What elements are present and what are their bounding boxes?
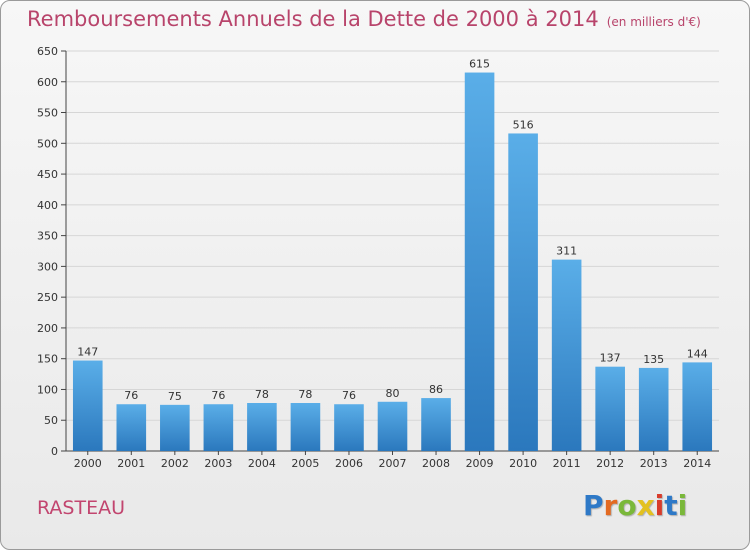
x-tick-label: 2006 xyxy=(335,457,363,470)
x-tick-label: 2010 xyxy=(509,457,537,470)
bar-value-label: 75 xyxy=(168,390,182,403)
logo-letter: i xyxy=(654,489,665,522)
bar xyxy=(290,403,321,451)
x-tick-label: 2008 xyxy=(422,457,450,470)
bar xyxy=(334,404,364,451)
y-tick-label: 350 xyxy=(37,230,58,243)
bar xyxy=(72,360,103,451)
bar-value-label: 76 xyxy=(211,389,225,402)
bar-value-label: 147 xyxy=(77,346,98,359)
logo-letter: o xyxy=(617,489,637,522)
y-tick-label: 50 xyxy=(44,414,58,427)
y-tick-label: 200 xyxy=(37,322,58,335)
y-tick-label: 550 xyxy=(37,107,58,120)
bar-value-label: 76 xyxy=(124,389,138,402)
chart-unit-label: (en milliers d'€) xyxy=(606,15,701,29)
x-tick-label: 2012 xyxy=(596,457,624,470)
y-tick-label: 300 xyxy=(37,260,58,273)
bar-value-label: 311 xyxy=(556,245,577,258)
bar-value-label: 80 xyxy=(386,387,400,400)
commune-name: RASTEAU xyxy=(37,497,126,519)
logo-letter: x xyxy=(636,489,655,522)
x-tick-label: 2011 xyxy=(553,457,581,470)
x-tick-label: 2003 xyxy=(204,457,232,470)
logo-letter: t xyxy=(664,489,678,522)
bar xyxy=(682,362,713,451)
bar-value-label: 516 xyxy=(513,118,534,131)
y-tick-label: 150 xyxy=(37,353,58,366)
bar-value-label: 137 xyxy=(600,352,621,365)
x-tick-label: 2005 xyxy=(291,457,319,470)
bar xyxy=(638,367,669,451)
bar-value-label: 78 xyxy=(298,388,312,401)
bars xyxy=(72,72,713,452)
bar-value-label: 135 xyxy=(643,353,664,366)
bar-value-label: 615 xyxy=(469,58,490,71)
bar xyxy=(508,133,538,451)
y-tick-label: 250 xyxy=(37,291,58,304)
bar xyxy=(551,259,582,451)
x-tick-label: 2007 xyxy=(379,457,407,470)
chart-title-text: Remboursements Annuels de la Dette de 20… xyxy=(27,7,599,31)
logo-letter: r xyxy=(603,489,618,522)
bar xyxy=(203,404,234,451)
y-tick-label: 0 xyxy=(51,445,58,458)
bar-value-label: 76 xyxy=(342,389,356,402)
bar-value-label: 86 xyxy=(429,383,443,396)
x-tick-label: 2009 xyxy=(466,457,494,470)
x-tick-label: 2002 xyxy=(161,457,189,470)
bar xyxy=(116,404,147,451)
logo-letter: i xyxy=(677,489,688,522)
x-tick-label: 2004 xyxy=(248,457,276,470)
proxiti-logo: Proxiti xyxy=(583,489,687,522)
y-tick-label: 600 xyxy=(37,76,58,89)
labels: 0 50 100 150 200 250 300 350 400 450 500 550 600 650 1… xyxy=(37,45,711,470)
y-tick-label: 400 xyxy=(37,199,58,212)
x-tick-label: 2013 xyxy=(640,457,668,470)
bar xyxy=(160,404,190,451)
y-tick-label: 100 xyxy=(37,383,58,396)
x-tick-label: 2001 xyxy=(117,457,145,470)
y-tick-label: 500 xyxy=(37,137,58,150)
bar-value-label: 78 xyxy=(255,388,269,401)
bar-value-label: 144 xyxy=(687,347,708,360)
logo-letter: P xyxy=(583,489,604,522)
bar xyxy=(377,401,408,451)
chart-title: Remboursements Annuels de la Dette de 20… xyxy=(27,7,701,31)
bar xyxy=(421,398,451,451)
y-tick-label: 650 xyxy=(37,45,58,58)
y-tick-label: 450 xyxy=(37,168,58,181)
bar xyxy=(595,366,625,451)
bar xyxy=(464,72,495,452)
x-tick-label: 2000 xyxy=(74,457,102,470)
bar xyxy=(247,403,277,451)
x-tick-label: 2014 xyxy=(683,457,711,470)
